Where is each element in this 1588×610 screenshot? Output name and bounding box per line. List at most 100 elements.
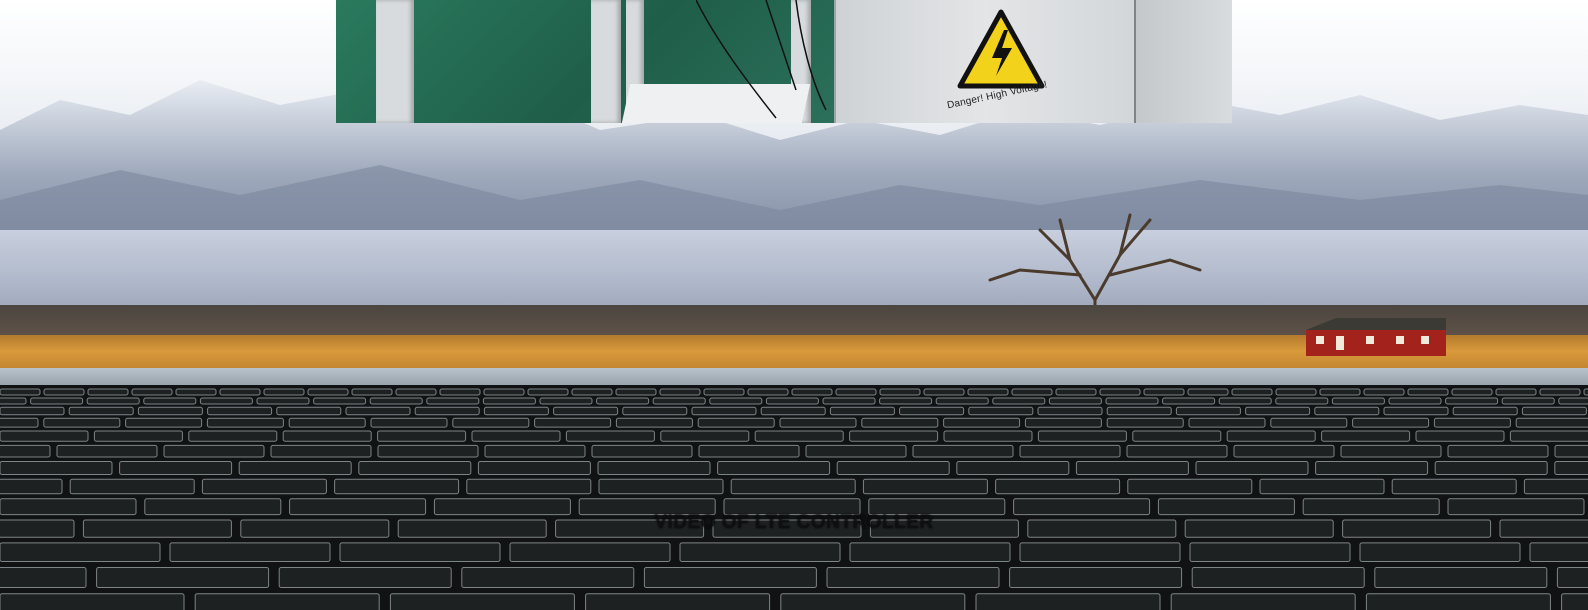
solar-panel: [1106, 406, 1172, 416]
solar-panel: [483, 406, 549, 416]
solar-panel: [527, 388, 569, 396]
solar-panel: [334, 478, 460, 495]
solar-panel: [1359, 542, 1521, 562]
video-caption: VIDEO OF LTE CONTROLLER: [654, 512, 934, 533]
solar-panel: [717, 461, 831, 475]
solar-panel: [805, 444, 907, 458]
solar-panel: [0, 417, 39, 428]
solar-panel: [282, 430, 372, 442]
solar-panel: [967, 388, 1009, 396]
solar-panel: [194, 593, 380, 610]
solar-panel: [829, 406, 895, 416]
solar-panel: [414, 406, 480, 416]
solar-panel: [163, 444, 265, 458]
solar-panel: [995, 478, 1121, 495]
solar-panel: [240, 519, 390, 538]
solar-panel: [86, 397, 140, 405]
solar-panel: [691, 406, 757, 416]
solar-panel: [276, 406, 342, 416]
solar-panel: [975, 593, 1161, 610]
solar-panel: [68, 406, 134, 416]
solar-panel: [779, 417, 857, 428]
solar-panel: [697, 417, 775, 428]
solar-panel: [389, 593, 575, 610]
solar-panel: [439, 388, 481, 396]
frame-post: [591, 0, 621, 123]
solar-panel: [345, 406, 411, 416]
solar-panel: [712, 519, 862, 538]
solar-panel: [703, 388, 745, 396]
solar-panel: [591, 444, 693, 458]
solar-panel: [395, 388, 437, 396]
solar-panel: [270, 444, 372, 458]
solar-panel: [578, 498, 716, 516]
solar-panel: [206, 417, 284, 428]
solar-panel: [0, 567, 87, 588]
solar-panel: [0, 519, 75, 538]
high-voltage-warning-icon: [957, 9, 1045, 89]
solar-panel: [119, 461, 233, 475]
solar-panel: [1363, 388, 1405, 396]
solar-panel: [1011, 388, 1053, 396]
solar-panel: [0, 461, 113, 475]
solar-panel: [835, 388, 877, 396]
solar-panel: [1132, 430, 1222, 442]
solar-panel: [1245, 406, 1311, 416]
solar-panel: [1170, 593, 1356, 610]
solar-panel: [1055, 388, 1097, 396]
solar-panel: [1558, 397, 1588, 405]
solar-panel: [1013, 498, 1151, 516]
solar-panel: [477, 461, 591, 475]
solar-panel: [1259, 478, 1385, 495]
solar-panel: [397, 519, 547, 538]
solar-panel: [869, 519, 1019, 538]
solar-panel: [1451, 388, 1493, 396]
solar-panel: [125, 417, 203, 428]
solar-panel: [622, 406, 688, 416]
solar-panel: [1554, 444, 1588, 458]
solar-panel: [1270, 417, 1348, 428]
solar-panel: [754, 430, 844, 442]
solar-panel: [747, 388, 789, 396]
solar-panel: [780, 593, 966, 610]
solar-panel: [169, 542, 331, 562]
solar-panel: [137, 406, 203, 416]
solar-panel: [87, 388, 129, 396]
solar-panel: [1452, 406, 1518, 416]
solar-panel: [1447, 498, 1585, 516]
solar-panel: [313, 397, 367, 405]
solar-panel: [539, 397, 593, 405]
solar-panel: [263, 388, 305, 396]
solar-panel: [201, 478, 327, 495]
solar-panel: [943, 417, 1021, 428]
solar-panel: [471, 430, 561, 442]
solar-panel: [659, 388, 701, 396]
solar-panel: [615, 417, 693, 428]
solar-panel: [369, 397, 423, 405]
solar-panel: [1447, 444, 1549, 458]
solar-panel: [482, 397, 536, 405]
solar-panel: [1539, 388, 1581, 396]
solar-panel: [452, 417, 530, 428]
solar-panel: [596, 397, 650, 405]
solar-panel: [1342, 519, 1492, 538]
solar-panel: [1195, 461, 1309, 475]
solar-panel: [1383, 406, 1449, 416]
solar-panel: [1037, 430, 1127, 442]
solar-panel: [1523, 478, 1588, 495]
solar-panel: [131, 388, 173, 396]
solar-panel: [1407, 388, 1449, 396]
solar-panel: [571, 388, 613, 396]
solar-panel: [555, 519, 705, 538]
solar-panel: [199, 397, 253, 405]
solar-panel: [1415, 430, 1505, 442]
solar-panel: [188, 430, 278, 442]
solar-panel: [1433, 417, 1511, 428]
cables: [696, 0, 827, 119]
solar-panel: [698, 444, 800, 458]
solar-panel: [426, 397, 480, 405]
solar-panel: [1105, 397, 1159, 405]
solar-panel: [765, 397, 819, 405]
solar-panel: [1187, 388, 1229, 396]
solar-panel: [370, 417, 448, 428]
